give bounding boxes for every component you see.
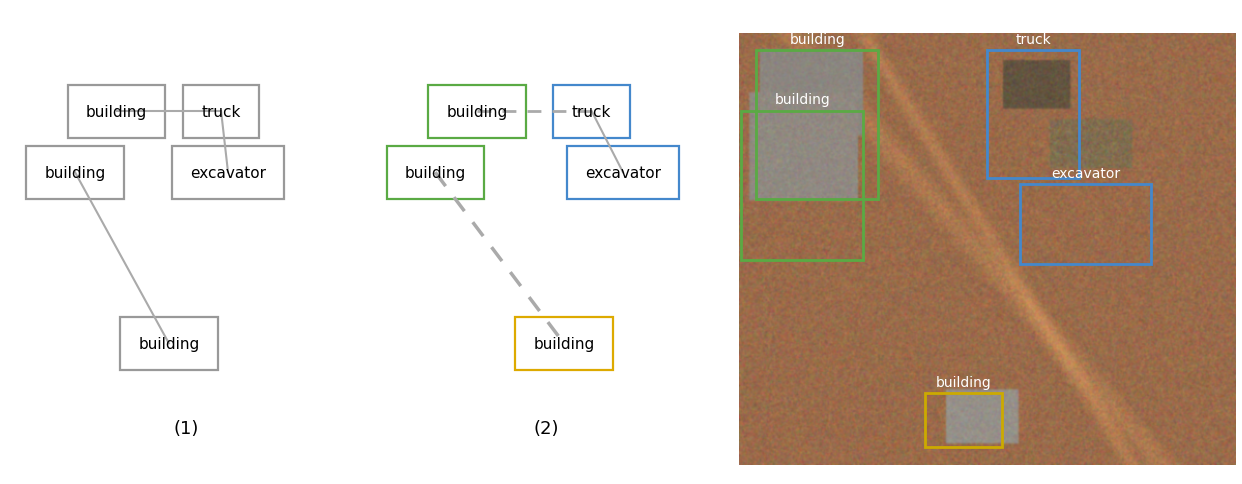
Bar <box>925 393 1002 447</box>
Text: excavator: excavator <box>1051 166 1120 181</box>
Text: building: building <box>446 105 508 120</box>
Text: building: building <box>138 336 200 351</box>
Bar <box>568 147 678 199</box>
Bar <box>428 86 525 138</box>
Bar <box>554 86 630 138</box>
Bar <box>741 111 863 260</box>
Bar <box>26 147 124 199</box>
Bar <box>987 51 1079 178</box>
Text: excavator: excavator <box>190 166 266 181</box>
Bar <box>515 317 612 370</box>
Text: building: building <box>45 166 106 181</box>
Text: excavator: excavator <box>585 166 661 181</box>
Text: building: building <box>86 105 148 120</box>
Text: truck: truck <box>1016 33 1051 47</box>
Text: (1): (1) <box>174 419 199 437</box>
Text: building: building <box>936 375 991 389</box>
Bar <box>756 51 878 200</box>
Text: building: building <box>533 336 595 351</box>
Text: truck: truck <box>201 105 241 120</box>
Bar <box>173 147 283 199</box>
Bar <box>120 317 217 370</box>
Text: building: building <box>775 93 830 107</box>
Bar <box>386 147 484 199</box>
Bar <box>68 86 165 138</box>
Text: (2): (2) <box>534 419 559 437</box>
Bar <box>1020 184 1151 264</box>
Text: building: building <box>790 33 845 47</box>
Bar <box>183 86 260 138</box>
Text: building: building <box>405 166 466 181</box>
Text: truck: truck <box>573 105 611 120</box>
